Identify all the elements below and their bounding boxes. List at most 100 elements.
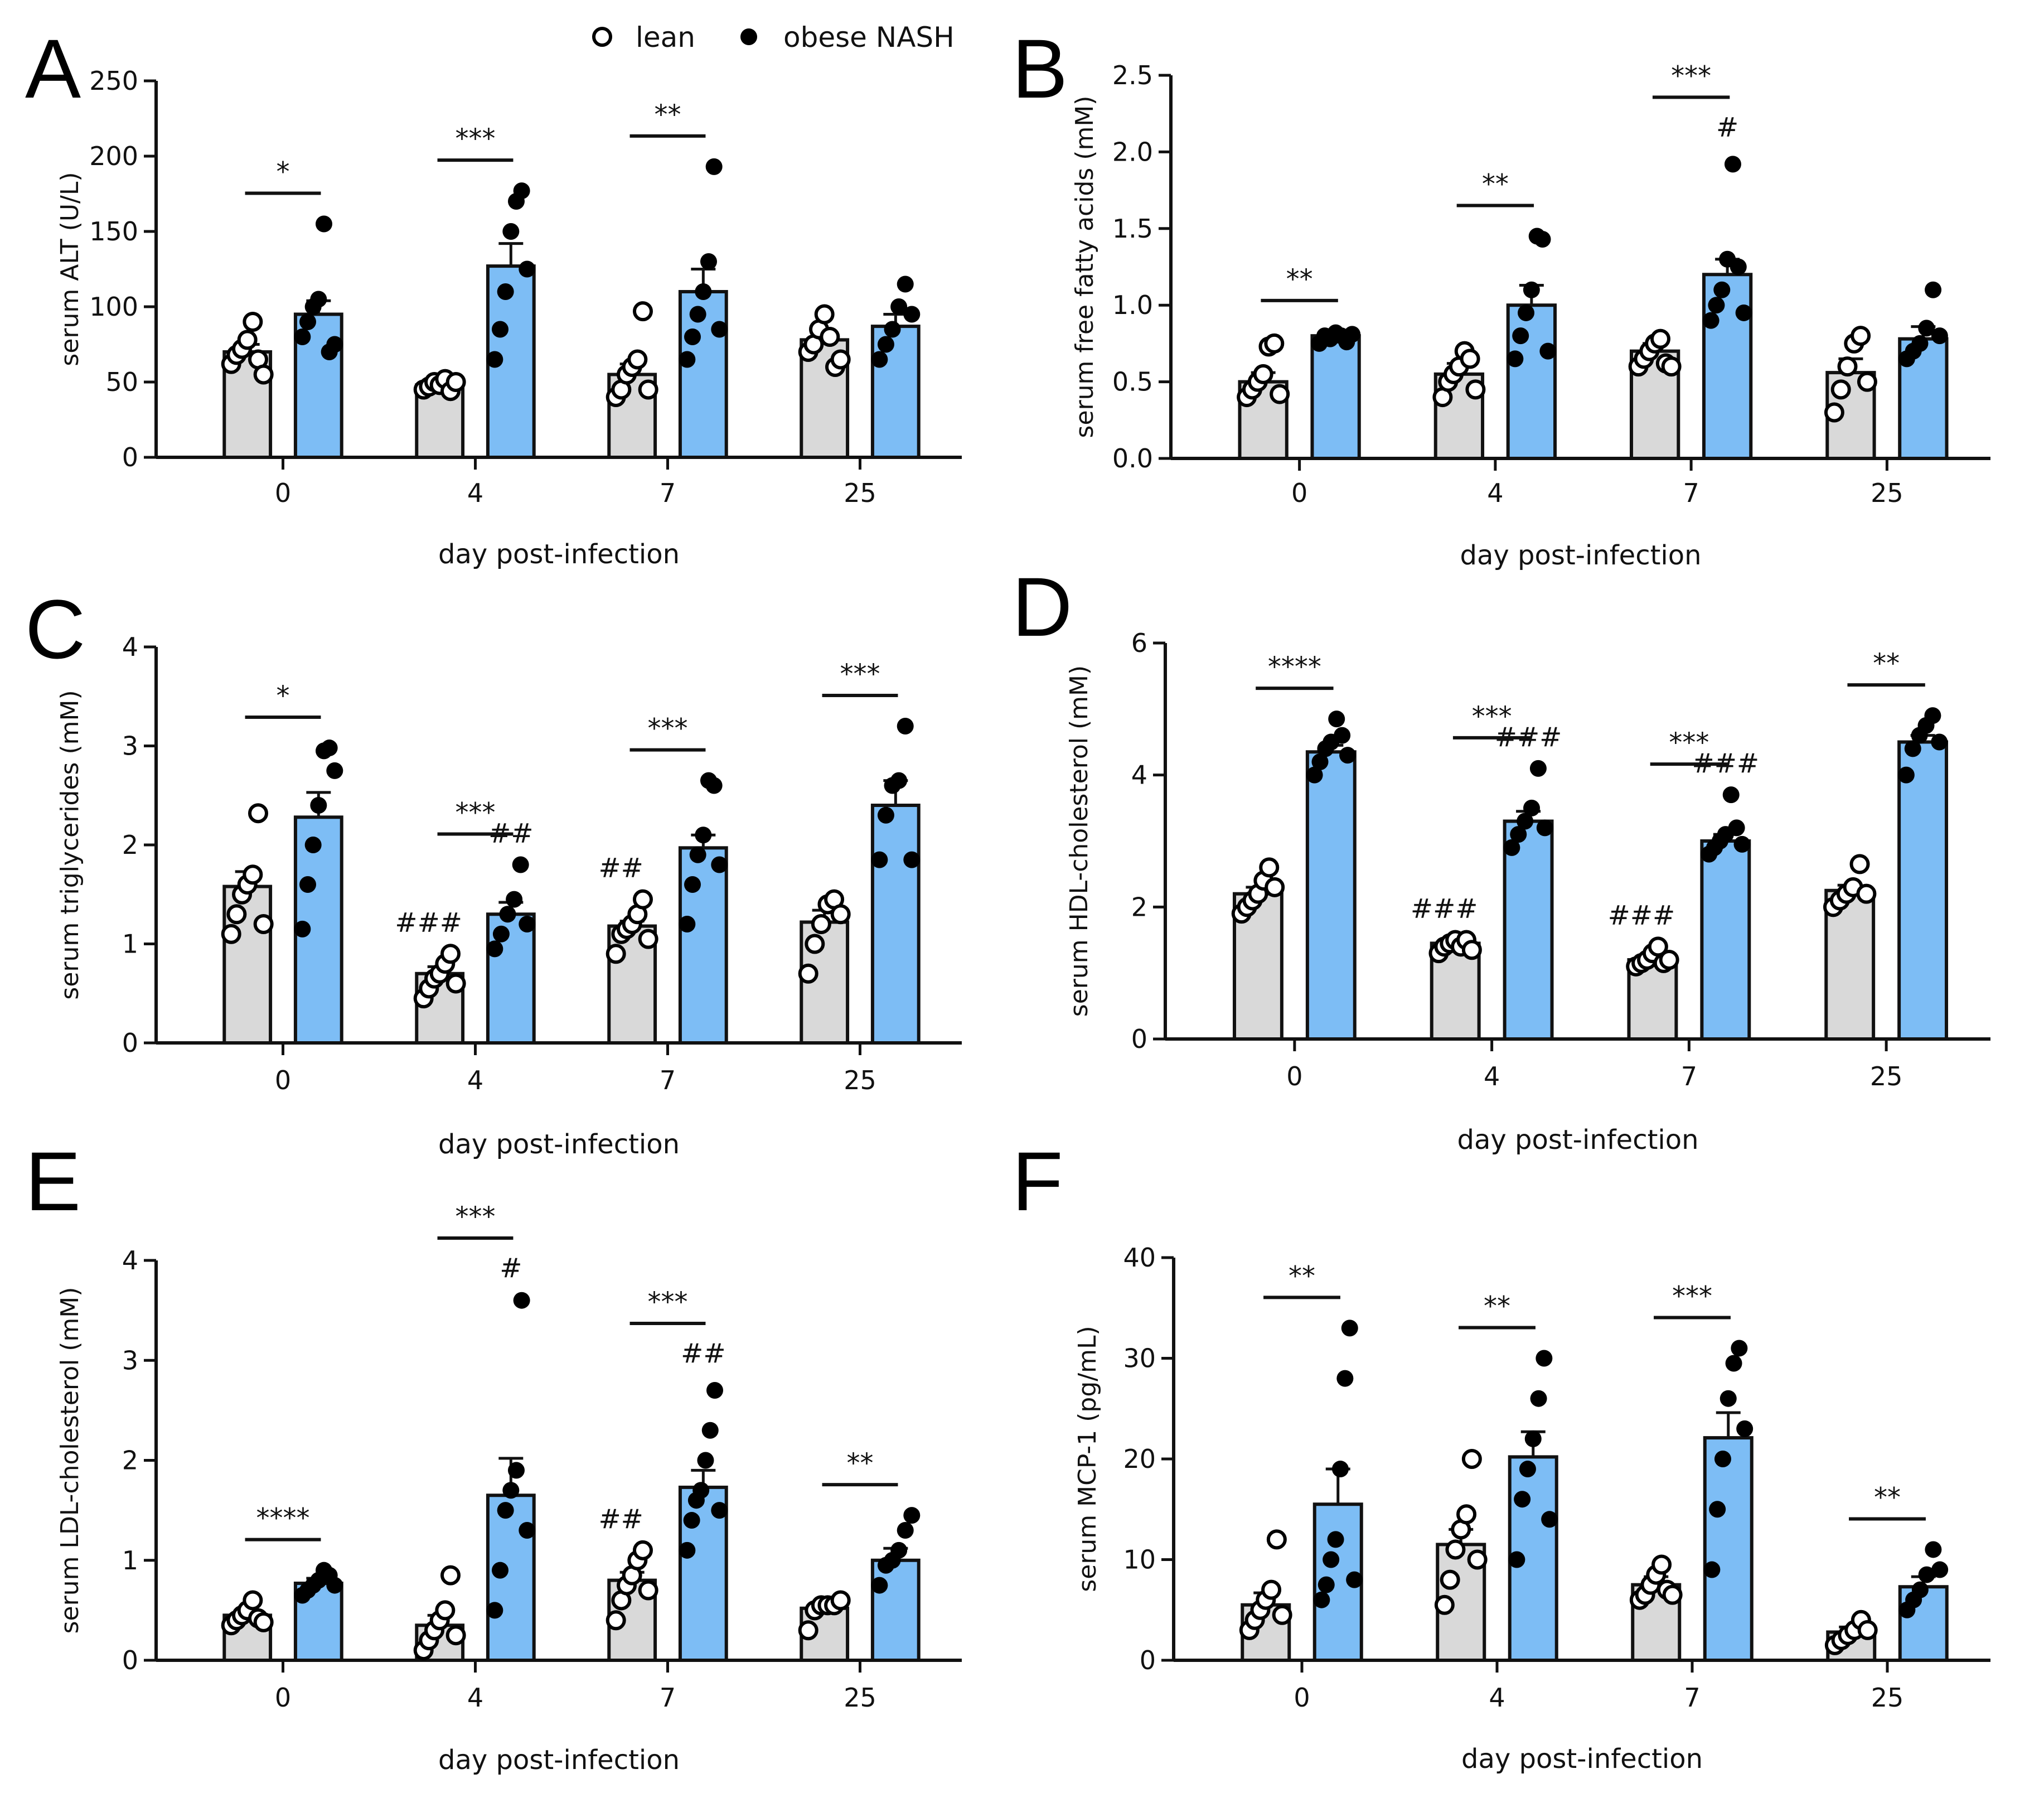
data-point-lean xyxy=(445,973,466,994)
data-point-lean xyxy=(1465,379,1486,400)
data-point-lean xyxy=(1659,950,1679,970)
data-point-nash xyxy=(1709,1501,1726,1518)
x-axis-label: day post-infection xyxy=(1457,1124,1698,1156)
data-point-nash xyxy=(1306,766,1323,784)
significance-stars: ** xyxy=(847,1448,874,1479)
data-point-nash xyxy=(1733,835,1751,853)
data-point-nash xyxy=(1311,753,1329,770)
data-point-nash xyxy=(1918,320,1935,337)
data-point-nash xyxy=(1713,281,1731,298)
y-axis-label: serum triglycerides (mM) xyxy=(56,690,84,999)
data-point-nash xyxy=(1346,1571,1363,1588)
y-tick-label: 4 xyxy=(122,632,138,662)
y-tick-label: 0.0 xyxy=(1112,443,1153,473)
data-point-nash xyxy=(1702,312,1720,329)
data-point-lean xyxy=(1662,1584,1683,1605)
data-point-nash xyxy=(871,351,888,368)
data-point-lean xyxy=(1467,1549,1488,1570)
significance-stars: **** xyxy=(1268,651,1321,683)
data-point-lean xyxy=(243,1590,263,1611)
x-tick-label: 7 xyxy=(660,1065,676,1095)
data-point-nash xyxy=(492,1562,509,1579)
hash-mark-lean: ### xyxy=(395,907,462,938)
significance-stars: *** xyxy=(648,713,688,745)
significance-stars: *** xyxy=(456,123,496,154)
y-axis-label: serum free fatty acids (mM) xyxy=(1071,96,1099,438)
data-point-lean xyxy=(440,1565,461,1586)
data-point-nash xyxy=(506,891,523,908)
data-point-nash xyxy=(1536,819,1553,837)
data-point-nash xyxy=(1904,740,1921,757)
y-tick-label: 0 xyxy=(1131,1024,1147,1054)
data-point-lean xyxy=(1651,1554,1672,1575)
data-point-nash xyxy=(1523,799,1541,816)
y-tick-label: 50 xyxy=(105,367,138,397)
data-point-lean xyxy=(798,1620,818,1641)
data-point-nash xyxy=(310,797,327,814)
data-point-lean xyxy=(1650,328,1670,349)
data-point-lean xyxy=(1456,1504,1477,1525)
data-point-lean xyxy=(814,304,835,325)
data-point-lean xyxy=(830,349,851,370)
data-point-lean xyxy=(638,1580,658,1601)
x-tick-label: 0 xyxy=(1291,478,1307,508)
significance-stars: ** xyxy=(655,99,681,131)
data-point-lean xyxy=(1661,356,1682,377)
data-point-lean xyxy=(830,904,851,925)
significance-stars: *** xyxy=(840,659,880,690)
data-point-nash xyxy=(1318,1576,1335,1593)
data-point-nash xyxy=(315,215,332,233)
bar-nash-day-25 xyxy=(1897,740,1949,1041)
data-point-nash xyxy=(890,772,908,789)
significance-stars: * xyxy=(277,157,290,188)
data-point-nash xyxy=(871,851,888,868)
data-point-nash xyxy=(497,1502,514,1519)
data-point-lean xyxy=(1460,349,1480,369)
data-point-lean xyxy=(226,904,247,925)
data-point-lean xyxy=(1837,356,1858,377)
data-point-nash xyxy=(1735,304,1752,321)
data-point-nash xyxy=(1924,707,1941,724)
data-point-lean xyxy=(435,1600,456,1621)
panel-b: B 0.0 0.5 1.0 1.5 2.0 2.5 serum free fatty acid… xyxy=(1012,22,1990,571)
data-point-nash xyxy=(1911,335,1929,352)
data-point-lean xyxy=(253,914,274,934)
y-tick-label: 1.0 xyxy=(1112,290,1153,320)
data-point-nash xyxy=(1328,711,1345,728)
data-point-lean xyxy=(638,929,658,949)
data-point-lean xyxy=(811,914,831,934)
y-tick-label: 150 xyxy=(89,216,138,247)
data-point-nash xyxy=(299,313,317,330)
data-point-lean xyxy=(1253,364,1273,384)
data-point-nash xyxy=(697,1452,714,1469)
x-tick-label: 0 xyxy=(275,1065,291,1095)
x-tick-label: 7 xyxy=(1684,1683,1700,1713)
y-tick-label: 40 xyxy=(1123,1243,1156,1273)
hash-mark-lean: ### xyxy=(1608,900,1675,931)
data-point-lean xyxy=(237,330,258,350)
data-point-nash xyxy=(1508,1551,1525,1568)
x-axis-label: day post-infection xyxy=(1461,1743,1703,1775)
x-tick-label: 7 xyxy=(660,1683,676,1713)
data-point-nash xyxy=(1736,1420,1754,1437)
data-point-nash xyxy=(689,846,706,863)
data-point-nash xyxy=(684,876,701,893)
data-point-nash xyxy=(1703,1561,1721,1578)
significance-stars: ** xyxy=(1873,648,1900,679)
data-point-lean xyxy=(830,1590,851,1611)
y-tick-label: 100 xyxy=(89,292,138,322)
bar-nash-day-7 xyxy=(1703,1436,1754,1662)
data-point-nash xyxy=(519,260,536,278)
data-point-nash xyxy=(1730,258,1747,276)
data-point-nash xyxy=(507,1462,525,1479)
bar-lean-day-0 xyxy=(1232,892,1283,1041)
x-axis-label: day post-infection xyxy=(438,1129,680,1160)
data-point-lean xyxy=(1856,883,1877,904)
x-tick-label: 0 xyxy=(1294,1683,1310,1713)
y-tick-label: 30 xyxy=(1123,1343,1156,1374)
data-point-nash xyxy=(519,1521,536,1539)
data-point-nash xyxy=(492,925,510,943)
legend-lean-label: lean xyxy=(636,21,695,54)
